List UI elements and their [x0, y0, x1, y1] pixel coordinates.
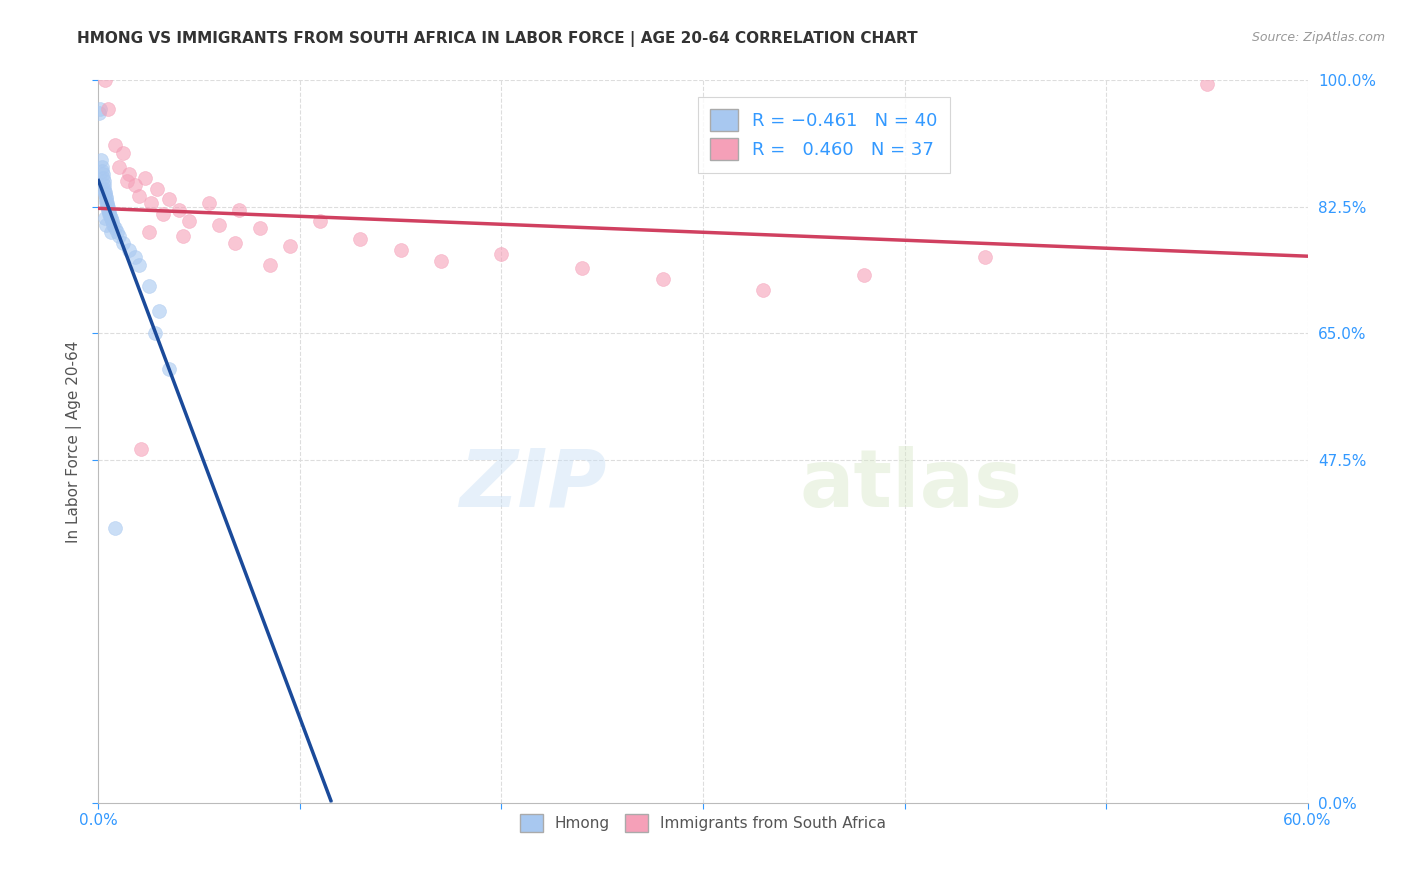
Point	[91, 167, 114, 181]
Point	[278, 239, 301, 253]
Point	[94, 211, 117, 225]
Point	[94, 186, 117, 200]
Point	[94, 187, 117, 202]
Point	[259, 258, 281, 272]
Point	[172, 228, 194, 243]
Text: atlas: atlas	[800, 446, 1022, 524]
Point	[97, 200, 120, 214]
Point	[148, 304, 170, 318]
Point	[103, 138, 125, 153]
Point	[124, 250, 146, 264]
Point	[208, 218, 231, 232]
Point	[107, 228, 129, 243]
Point	[103, 521, 125, 535]
Point	[98, 207, 121, 221]
Point	[228, 203, 250, 218]
Point	[752, 283, 775, 297]
Point	[100, 225, 122, 239]
Point	[651, 272, 673, 286]
Point	[138, 225, 160, 239]
Point	[100, 211, 122, 225]
Point	[105, 225, 128, 239]
Point	[97, 204, 120, 219]
Point	[179, 214, 201, 228]
Point	[97, 102, 120, 116]
Point	[93, 178, 115, 192]
Point	[157, 193, 180, 207]
Point	[157, 362, 180, 376]
Point	[571, 261, 593, 276]
Point	[94, 190, 117, 204]
Text: ZIP: ZIP	[458, 446, 606, 524]
Point	[89, 102, 111, 116]
Point	[91, 170, 114, 185]
Point	[128, 258, 150, 272]
Point	[128, 189, 150, 203]
Point	[853, 268, 876, 283]
Point	[167, 203, 190, 218]
Point	[430, 253, 453, 268]
Point	[91, 160, 114, 174]
Y-axis label: In Labor Force | Age 20-64: In Labor Force | Age 20-64	[66, 341, 82, 542]
Point	[111, 145, 134, 160]
Point	[115, 174, 138, 188]
Point	[143, 326, 166, 341]
Point	[139, 196, 162, 211]
Point	[97, 203, 120, 218]
Point	[974, 250, 997, 264]
Point	[107, 160, 129, 174]
Point	[93, 174, 115, 188]
Point	[89, 105, 111, 120]
Point	[94, 193, 117, 207]
Point	[91, 163, 114, 178]
Point	[96, 218, 118, 232]
Point	[96, 194, 118, 209]
Point	[98, 209, 121, 223]
Point	[97, 202, 120, 216]
Point	[249, 221, 271, 235]
Point	[129, 442, 152, 456]
Point	[124, 178, 146, 192]
Point	[1195, 77, 1218, 91]
Point	[309, 214, 332, 228]
Text: Source: ZipAtlas.com: Source: ZipAtlas.com	[1251, 31, 1385, 45]
Point	[491, 246, 513, 260]
Point	[146, 182, 169, 196]
Point	[96, 197, 118, 211]
Point	[118, 243, 141, 257]
Point	[96, 196, 118, 211]
Point	[349, 232, 371, 246]
Point	[100, 214, 122, 228]
Point	[103, 221, 125, 235]
Point	[93, 182, 115, 196]
Point	[94, 73, 117, 87]
Legend: Hmong, Immigrants from South Africa: Hmong, Immigrants from South Africa	[513, 807, 893, 838]
Text: HMONG VS IMMIGRANTS FROM SOUTH AFRICA IN LABOR FORCE | AGE 20-64 CORRELATION CHA: HMONG VS IMMIGRANTS FROM SOUTH AFRICA IN…	[77, 31, 918, 47]
Point	[118, 167, 141, 181]
Point	[101, 218, 124, 232]
Point	[152, 207, 174, 221]
Point	[224, 235, 246, 250]
Point	[138, 279, 160, 293]
Point	[198, 196, 221, 211]
Point	[90, 153, 112, 167]
Point	[134, 170, 156, 185]
Point	[389, 243, 412, 257]
Point	[111, 235, 134, 250]
